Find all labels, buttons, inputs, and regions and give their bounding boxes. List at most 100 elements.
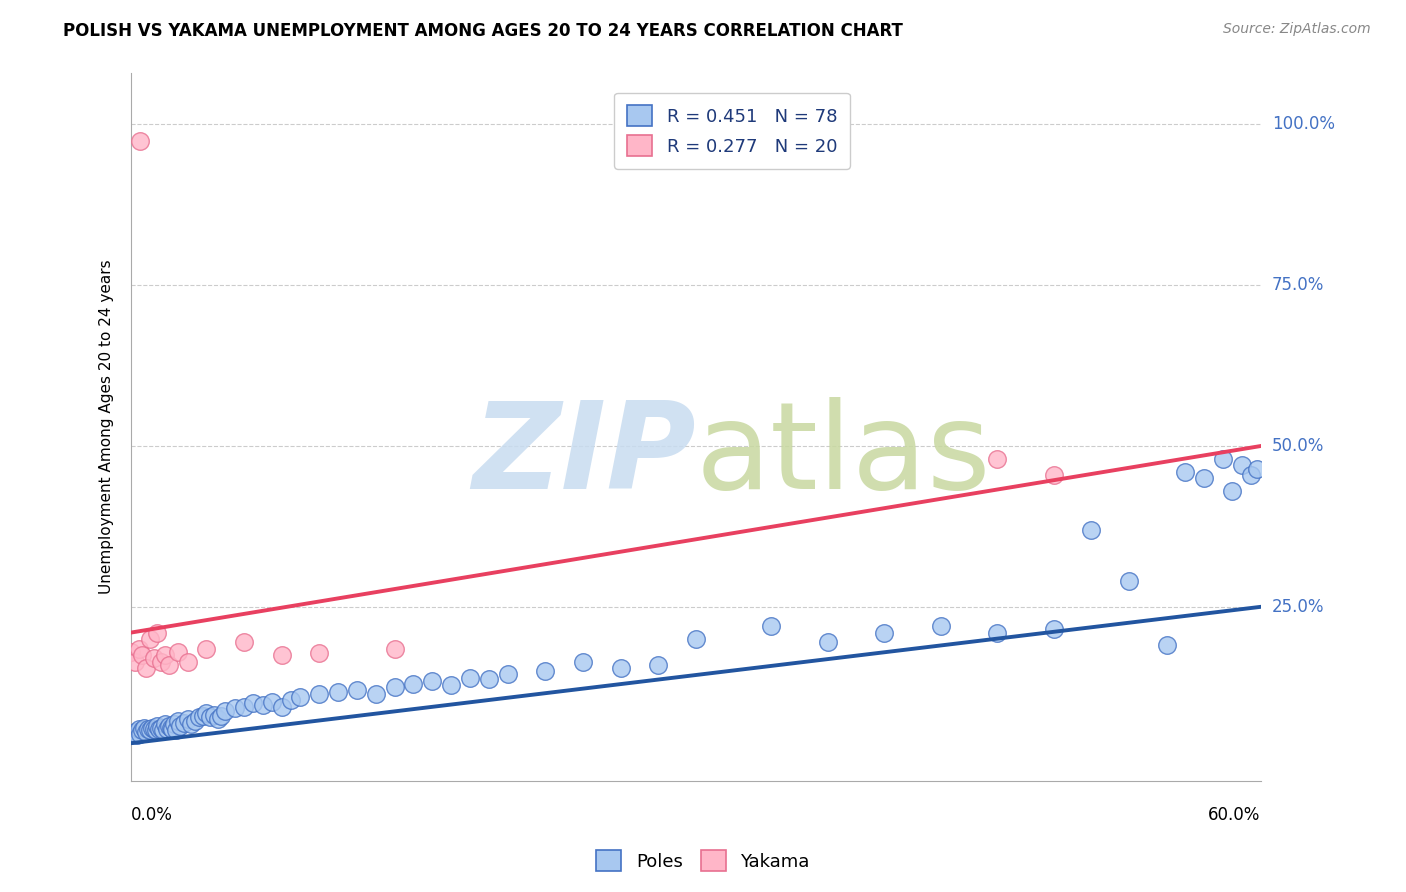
Point (207, 713, 229, 727)
Point (308, 687, 330, 701)
Point (187, 710, 209, 724)
Text: POLISH VS YAKAMA UNEMPLOYMENT AMONG AGES 20 TO 24 YEARS CORRELATION CHART: POLISH VS YAKAMA UNEMPLOYMENT AMONG AGES… (63, 22, 903, 40)
Point (146, 719, 169, 733)
Point (180, 717, 202, 731)
Point (145, 723, 167, 738)
Point (685, 632, 707, 646)
Point (167, 645, 190, 659)
Legend: Poles, Yakama: Poles, Yakama (589, 843, 817, 879)
Point (184, 714, 207, 729)
Point (929, 619, 952, 633)
Point (128, 641, 150, 656)
Point (364, 687, 387, 701)
Point (120, 645, 142, 659)
Point (280, 693, 302, 707)
Point (346, 683, 368, 698)
Point (195, 641, 218, 656)
Point (326, 684, 349, 698)
Point (233, 635, 256, 649)
Point (262, 695, 284, 709)
Point (157, 719, 180, 733)
Text: 50.0%: 50.0% (1272, 437, 1324, 455)
Point (1118, 574, 1140, 588)
Point (162, 722, 184, 736)
Point (159, 721, 181, 735)
Point (1240, 467, 1263, 482)
Point (120, 729, 142, 743)
Point (458, 671, 481, 685)
Point (384, 680, 406, 694)
Point (176, 655, 198, 669)
Point (142, 722, 165, 736)
Point (139, 632, 162, 646)
Point (440, 678, 463, 692)
Point (572, 655, 595, 669)
Point (308, 646, 330, 660)
Text: 60.0%: 60.0% (1208, 806, 1261, 824)
Point (1246, 461, 1268, 475)
Point (157, 657, 180, 672)
Point (146, 625, 169, 640)
Point (384, 641, 406, 656)
Text: atlas: atlas (696, 397, 991, 514)
Point (135, 725, 157, 739)
Point (1042, 623, 1064, 637)
Point (129, 134, 152, 148)
Point (134, 721, 156, 735)
Point (167, 714, 190, 729)
Point (233, 699, 256, 714)
Point (270, 699, 292, 714)
Point (817, 635, 839, 649)
Point (420, 673, 443, 688)
Point (191, 709, 214, 723)
Point (609, 661, 631, 675)
Point (202, 707, 225, 722)
Point (150, 721, 173, 735)
Point (152, 723, 174, 738)
Point (124, 725, 146, 739)
Point (873, 625, 896, 640)
Point (478, 672, 501, 686)
Point (153, 648, 176, 662)
Point (242, 696, 264, 710)
Point (198, 710, 221, 724)
Point (647, 657, 669, 672)
Point (534, 664, 557, 678)
Point (136, 722, 159, 736)
Point (150, 655, 173, 669)
Point (125, 729, 148, 743)
Point (128, 722, 150, 736)
Point (496, 667, 519, 681)
Point (139, 723, 162, 738)
Point (165, 723, 187, 738)
Point (169, 719, 191, 733)
Point (1212, 451, 1234, 466)
Text: 75.0%: 75.0% (1272, 277, 1324, 294)
Point (252, 698, 274, 712)
Point (156, 722, 179, 736)
Text: ZIP: ZIP (472, 397, 696, 514)
Point (270, 648, 292, 662)
Y-axis label: Unemployment Among Ages 20 to 24 years: Unemployment Among Ages 20 to 24 years (100, 260, 114, 594)
Point (214, 704, 236, 718)
Point (163, 717, 186, 731)
Point (142, 651, 165, 665)
Point (759, 619, 782, 633)
Point (986, 451, 1008, 466)
Legend: R = 0.451   N = 78, R = 0.277   N = 20: R = 0.451 N = 78, R = 0.277 N = 20 (614, 93, 851, 169)
Point (129, 727, 152, 741)
Point (1192, 471, 1215, 485)
Point (176, 713, 198, 727)
Point (148, 722, 170, 736)
Text: Source: ZipAtlas.com: Source: ZipAtlas.com (1223, 22, 1371, 37)
Point (173, 715, 195, 730)
Text: 0.0%: 0.0% (131, 806, 173, 824)
Point (135, 661, 157, 675)
Point (224, 701, 246, 715)
Point (986, 625, 1008, 640)
Point (124, 655, 146, 669)
Text: 25.0%: 25.0% (1272, 598, 1324, 615)
Point (290, 690, 312, 704)
Point (402, 677, 425, 691)
Point (131, 723, 153, 738)
